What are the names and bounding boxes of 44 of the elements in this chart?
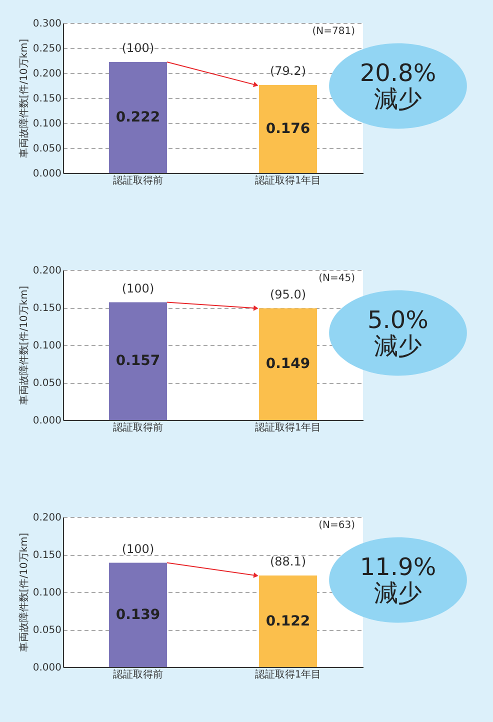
y-tick-label: 0.150 [32, 94, 62, 104]
y-tick-label: 0.300 [32, 18, 62, 30]
data-label: 0.149 [266, 356, 310, 372]
text: 5.0% 減少 [368, 306, 428, 360]
x-tick-label: 認証取得1年目 [254, 668, 322, 680]
y-tick-label: 0.150 [32, 303, 62, 314]
annotation: (N=45) [318, 273, 356, 284]
data-label: 0.139 [116, 606, 160, 623]
annotation: (100) [122, 542, 154, 556]
data-label: 0.157 [116, 353, 160, 370]
y-tick-label: 0.200 [32, 68, 62, 80]
y-axis-title: 車両故障件数[件/10万km] [18, 532, 30, 652]
x-tick-label: 認証取得1年目 [254, 422, 322, 434]
x-tick-label: 認証取得前 [113, 174, 163, 186]
y-tick-label: 0.200 [32, 512, 62, 524]
data-label: 0.176 [266, 121, 310, 137]
y-tick-label: 0.150 [32, 550, 62, 561]
y-tick-label: 0.000 [32, 662, 62, 674]
annotation: 20.8% 減少 [360, 59, 436, 113]
y-tick-label: 0.100 [32, 340, 62, 352]
annotation: (100) [122, 281, 154, 296]
x-tick-label: 認証取得前 [113, 668, 163, 680]
y-tick-label: 0.250 [32, 44, 62, 54]
annotation: (95.0) [270, 287, 306, 302]
x-tick-label: 認証取得1年目 [254, 174, 322, 186]
data-label: 0.222 [116, 110, 160, 126]
y-tick-label: 0.050 [32, 378, 62, 389]
y-tick-label: 0.050 [32, 625, 62, 636]
y-tick-label: 0.100 [32, 118, 62, 130]
annotation: (79.2) [270, 64, 306, 78]
y-axis-title: 車両故障件数[件/10万km] [18, 286, 30, 406]
y-axis-title: 車両故障件数[件/10万km] [18, 38, 30, 158]
y-tick-label: 0.000 [32, 416, 62, 426]
annotation: (88.1) [270, 554, 306, 568]
y-tick-label: 0.000 [32, 168, 62, 180]
x-tick-label: 認証取得前 [113, 422, 163, 434]
annotation: 11.9% 減少 [360, 553, 436, 607]
annotation: (N=781) [312, 26, 356, 37]
y-tick-label: 0.050 [32, 144, 62, 154]
y-tick-label: 0.200 [32, 266, 62, 276]
annotation: (N=63) [318, 520, 356, 531]
annotation: (100) [122, 41, 154, 55]
y-tick-label: 0.100 [32, 588, 62, 598]
data-label: 0.122 [266, 613, 310, 630]
